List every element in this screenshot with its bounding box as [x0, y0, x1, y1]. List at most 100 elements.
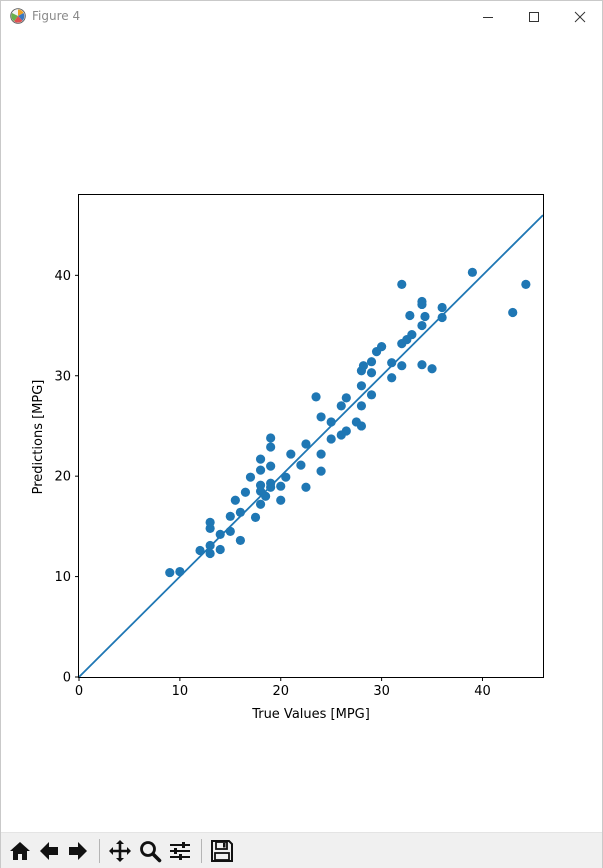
y-tick-label: 30 — [54, 369, 71, 384]
scatter-point — [235, 507, 245, 517]
figure-canvas[interactable]: 0 10 20 30 40 0 10 20 30 40 True Values [MPG] Pre… — [1, 32, 602, 832]
forward-button[interactable] — [64, 837, 92, 865]
window-title: Figure 4 — [32, 9, 81, 23]
matplotlib-icon — [10, 8, 26, 24]
scatter-point — [417, 320, 427, 331]
home-button[interactable] — [6, 837, 34, 865]
y-tick-label: 0 — [63, 671, 71, 686]
forward-arrow-icon — [69, 842, 87, 860]
close-button[interactable] — [557, 1, 603, 32]
scatter-point — [437, 302, 447, 313]
scatter-point — [225, 526, 235, 536]
scatter-point — [341, 426, 351, 436]
pan-button[interactable] — [106, 837, 134, 865]
scatter-point — [437, 312, 447, 323]
scatter-point — [255, 480, 266, 490]
scatter-point — [397, 279, 407, 289]
maximize-button[interactable] — [511, 1, 557, 32]
scatter-point — [341, 393, 351, 403]
scatter-point — [326, 417, 336, 427]
y-tick-label: 40 — [54, 269, 71, 284]
back-button[interactable] — [35, 837, 63, 865]
scatter-point — [377, 342, 387, 352]
scatter-point — [240, 487, 251, 497]
scatter-point — [255, 454, 266, 464]
scatter-point — [366, 357, 377, 367]
scatter-point — [255, 499, 266, 509]
zoom-icon — [140, 841, 162, 863]
home-icon — [10, 842, 30, 860]
y-tick-label: 20 — [54, 470, 71, 485]
scatter-point — [286, 449, 296, 459]
scatter-point — [407, 329, 417, 340]
save-button[interactable] — [208, 837, 236, 865]
title-bar[interactable]: Figure 4 — [1, 1, 602, 32]
scatter-point — [316, 466, 326, 476]
scatter-point — [387, 358, 397, 368]
axes-frame — [78, 194, 544, 678]
scatter-point — [356, 421, 367, 431]
zoom-button[interactable] — [136, 837, 164, 865]
x-axis-label: True Values [MPG] — [251, 707, 370, 722]
scatter-point — [427, 364, 437, 374]
maximize-icon — [529, 11, 539, 22]
close-icon — [574, 11, 586, 22]
identity-line — [79, 214, 543, 677]
scatter-point — [405, 310, 415, 321]
scatter-point — [276, 481, 286, 491]
scatter-point — [205, 548, 215, 559]
scatter-point — [296, 460, 306, 470]
scatter-point — [215, 529, 225, 540]
x-tick-label: 40 — [474, 684, 491, 699]
save-icon — [211, 840, 233, 862]
scatter-point — [230, 495, 240, 505]
scatter-point — [235, 535, 245, 546]
scatter-point — [311, 392, 321, 402]
scatter-point — [250, 512, 261, 522]
scatter-point — [326, 434, 336, 444]
scatter-point — [316, 412, 326, 422]
scatter-point — [205, 540, 215, 551]
y-tick-label: 10 — [54, 570, 71, 585]
scatter-point — [316, 449, 326, 459]
scatter-point — [255, 465, 266, 475]
scatter-point — [175, 566, 185, 577]
configure-subplots-icon — [170, 842, 190, 860]
configure-subplots-button[interactable] — [166, 837, 194, 865]
scatter-point — [521, 279, 531, 289]
scatter-point — [225, 511, 235, 521]
scatter-point — [245, 472, 256, 482]
scatter-point — [195, 545, 205, 556]
x-tick-label: 20 — [272, 684, 289, 699]
back-arrow-icon — [40, 842, 58, 860]
scatter-chart: 0 10 20 30 40 0 10 20 30 40 True Values [MPG] Pre… — [31, 194, 544, 722]
scatter-point — [356, 381, 367, 391]
y-axis-label: Predictions [MPG] — [31, 380, 46, 495]
scatter-point — [420, 311, 430, 322]
x-tick-label: 0 — [75, 684, 83, 699]
scatter-point — [266, 433, 276, 443]
scatter-point — [165, 567, 175, 578]
scatter-point — [276, 495, 286, 505]
scatter-point — [387, 373, 397, 383]
scatter-point — [301, 482, 311, 492]
scatter-point — [205, 517, 215, 527]
scatter-point — [508, 307, 518, 318]
scatter-point — [281, 472, 291, 482]
scatter-point — [266, 478, 276, 488]
scatter-point — [336, 401, 346, 411]
scatter-point — [266, 442, 276, 452]
scatter-point — [215, 544, 225, 555]
minimize-button[interactable] — [465, 1, 511, 32]
x-tick-label: 30 — [373, 684, 390, 699]
toolbar-separator — [201, 839, 202, 863]
x-tick-label: 10 — [172, 684, 189, 699]
scatter-point — [266, 461, 276, 471]
pan-icon — [109, 840, 131, 862]
scatter-point — [366, 368, 377, 378]
minimize-icon — [483, 16, 493, 18]
scatter-point — [358, 361, 369, 371]
scatter-point — [261, 491, 271, 501]
toolbar-separator — [99, 839, 100, 863]
